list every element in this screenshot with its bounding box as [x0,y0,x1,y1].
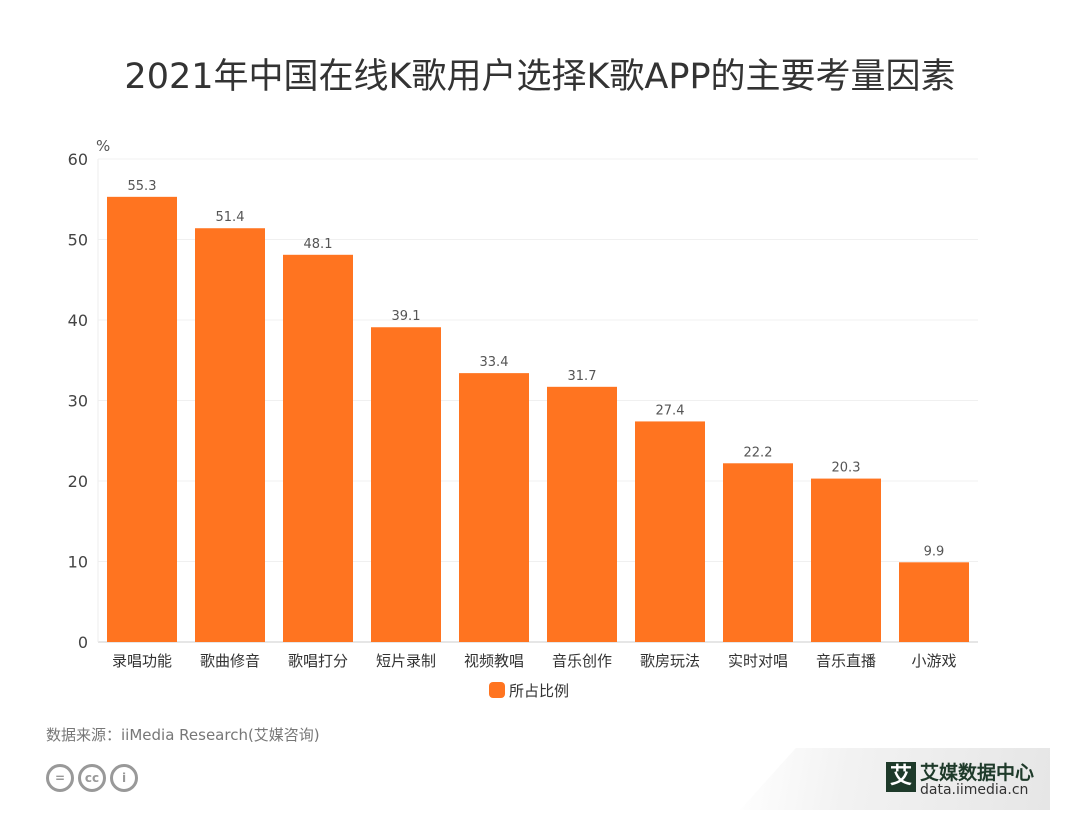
logo-url: data.iimedia.cn [920,782,1029,798]
cc-icon: cc [78,764,106,792]
y-tick-label: 50 [68,231,88,250]
data-label: 22.2 [744,445,773,460]
data-label: 31.7 [568,369,597,384]
x-tick-label: 音乐直播 [816,652,876,670]
cc-by-icon: i [110,764,138,792]
bar [283,254,353,643]
y-tick-label: 10 [68,553,88,572]
legend-swatch [489,682,505,698]
iimedia-logo: 艾 艾媒数据中心 data.iimedia.cn [740,748,1050,810]
bar [371,327,441,642]
bar [635,421,705,642]
bar [899,562,969,642]
y-axis-unit: % [96,137,110,155]
y-tick-label: 0 [78,633,88,652]
x-tick-label: 实时对唱 [728,652,788,670]
source-note: 数据来源：iiMedia Research(艾媒咨询) [46,726,320,744]
chart-title: 2021年中国在线K歌用户选择K歌APP的主要考量因素 [124,57,956,97]
bar [723,463,793,642]
data-label: 55.3 [128,179,157,194]
cc-nd-icon: = [46,764,74,792]
x-tick-label: 视频教唱 [464,652,524,670]
y-tick-label: 60 [68,150,88,169]
data-label: 33.4 [480,355,509,370]
legend-label: 所占比例 [509,682,569,700]
x-tick-label: 短片录制 [376,652,436,670]
license-icons: = cc i [46,764,138,792]
data-label: 51.4 [216,210,245,225]
y-tick-label: 40 [68,311,88,330]
data-label: 9.9 [924,544,945,559]
x-tick-label: 小游戏 [911,652,956,670]
x-tick-label: 音乐创作 [552,652,612,670]
bar [107,196,177,642]
x-tick-label: 歌房玩法 [640,652,700,670]
bar [195,228,265,643]
bar [547,386,617,642]
logo-mark: 艾 [886,762,916,792]
logo-name: 艾媒数据中心 [920,762,1035,784]
x-tick-label: 歌唱打分 [288,652,348,670]
data-label: 27.4 [656,403,685,418]
bar [811,478,881,642]
y-tick-label: 20 [68,472,88,491]
data-label: 39.1 [392,309,421,324]
x-tick-label: 歌曲修音 [200,652,260,670]
y-tick-label: 30 [68,392,88,411]
x-tick-label: 录唱功能 [112,652,172,670]
data-label: 20.3 [832,461,861,476]
data-label: 48.1 [304,237,333,252]
bar [459,373,529,642]
